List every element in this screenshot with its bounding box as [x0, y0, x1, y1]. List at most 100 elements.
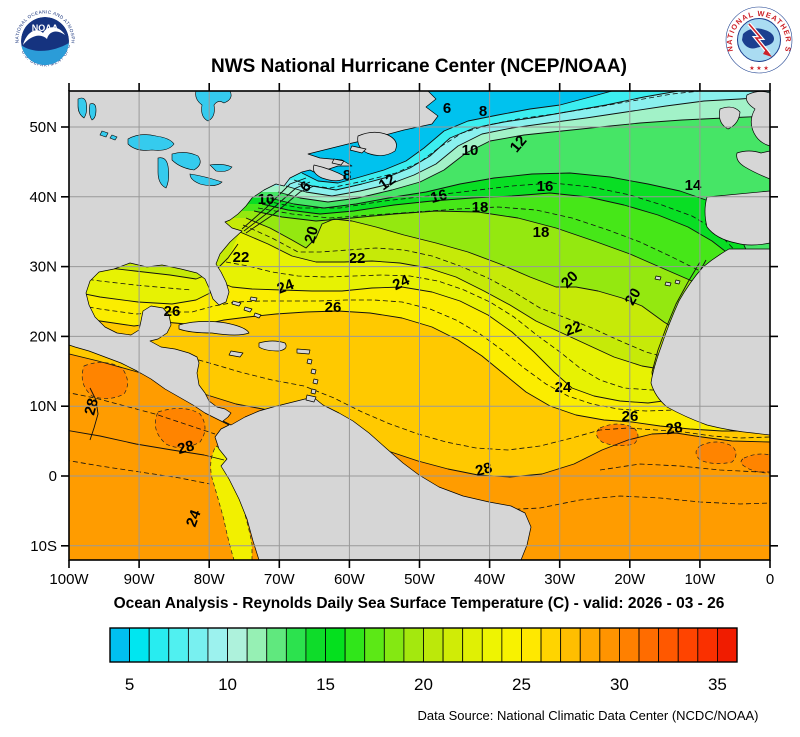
contour-label: 14: [685, 177, 702, 194]
colorbar-segment: [383, 627, 405, 663]
colorbar-segment: [697, 627, 718, 663]
nws-lightning-bolt-icon: [747, 22, 772, 57]
land-jamaica: [228, 350, 244, 358]
colorbar-segment: [677, 627, 699, 663]
land-lesser-antilles: [305, 358, 319, 403]
colorbar-segment: [325, 627, 346, 663]
lat-tick-label: 0: [49, 468, 57, 485]
colorbar-segment: [109, 627, 130, 663]
colorbar-segment: [717, 627, 738, 663]
contour-label: 28: [176, 437, 197, 458]
lon-tick-label: 60W: [334, 571, 366, 588]
colorbar-segment: [599, 627, 620, 663]
contour-label: 24: [390, 271, 413, 294]
colorbar-segment: [521, 627, 542, 663]
contour-label: 24: [275, 276, 297, 298]
land-bahamas: [231, 296, 262, 319]
lon-tick-label: 20W: [614, 571, 646, 588]
colorbar-segment: [540, 627, 562, 663]
colorbar-tick-label: 10: [218, 675, 237, 694]
contour-label: 20: [622, 285, 645, 308]
noaa-seagull-icon: [23, 27, 65, 46]
nws-stars: ★ ★ ★: [749, 65, 768, 72]
colorbar-tick-label: 35: [708, 675, 727, 694]
lat-tick-label: 10N: [29, 398, 57, 415]
page-title: NWS National Hurricane Center (NCEP/NOAA…: [211, 56, 627, 77]
colorbar-segment: [305, 627, 326, 663]
colorbar-segment: [364, 627, 385, 663]
axes: 100W 90W 80W 70W 60W 50W 40W 30W 20W 10W 0 50N 40N 30…: [29, 83, 778, 588]
colorbar-segment: [442, 627, 464, 663]
lon-tick-label: 80W: [194, 571, 226, 588]
contour-label: 24: [183, 507, 205, 529]
contour-label: 26: [325, 299, 342, 316]
lat-tick-label: 50N: [29, 119, 57, 136]
land-nova-scotia: [313, 164, 347, 182]
land-puerto-rico: [296, 348, 311, 355]
contour-label: 22: [349, 250, 366, 267]
contour-label: 12: [376, 171, 399, 194]
land-north-south-america: [69, 91, 532, 560]
lon-tick-label: 30W: [544, 571, 576, 588]
lon-tick-label: 0: [766, 571, 774, 588]
contour-label: 28: [81, 397, 102, 418]
lake-winnipeg-group: [77, 97, 118, 141]
lake-ontario: [209, 164, 233, 172]
lon-tick-label: 50W: [404, 571, 436, 588]
colorbar-tick-label: 30: [610, 675, 629, 694]
colorbar-tick-label: 25: [512, 675, 531, 694]
nws-logo: NATIONAL WEATHER SERVICE ★ ★ ★: [725, 6, 793, 74]
colorbar-segment: [481, 627, 503, 663]
colorbar-segment: [658, 627, 679, 663]
grid-lines: [69, 91, 770, 560]
contour-label: 24: [555, 379, 572, 396]
lon-tick-label: 100W: [49, 571, 89, 588]
colorbar-segment: [148, 627, 170, 663]
land-anticosti: [349, 145, 367, 154]
land-ireland: [719, 106, 741, 130]
land-iberia: [704, 190, 770, 246]
colorbar-segment: [207, 627, 228, 663]
lon-tick-label: 90W: [124, 571, 156, 588]
colorbar-segment: [129, 627, 150, 663]
colorbar-segment: [168, 627, 189, 663]
noaa-logo: NATIONAL OCEANIC AND ATMOSPHERIC ADMINIS…: [12, 8, 78, 74]
lat-tick-label: 40N: [29, 189, 57, 206]
colorbar-segment: [579, 627, 601, 663]
colorbar-segment: [187, 627, 209, 663]
land-africa: [650, 248, 770, 436]
colorbar-segment: [423, 627, 444, 663]
contour-label: 28: [474, 459, 495, 480]
contour-label: 10: [258, 191, 275, 208]
colorbar-tick-label: 15: [316, 675, 335, 694]
subtitle: Ocean Analysis - Reynolds Daily Sea Surf…: [114, 595, 725, 612]
colorbar-tick-label: 5: [125, 675, 134, 694]
contour-label: 6: [443, 100, 451, 117]
colorbar-segment: [501, 627, 522, 663]
hudson-bay: [195, 91, 232, 122]
colorbar: 5 10 15 20 25 30 35: [109, 627, 738, 694]
colorbar-segment: [462, 627, 483, 663]
lake-michigan: [157, 157, 169, 189]
colorbar-segment: [344, 627, 366, 663]
lake-erie: [189, 173, 223, 186]
land-france: [736, 150, 770, 180]
colorbar-tick-label: 20: [414, 675, 433, 694]
contour-label: 8: [343, 167, 351, 184]
lon-tick-label: 70W: [264, 571, 296, 588]
contour-label: 20: [301, 225, 322, 246]
colorbar-segment: [560, 627, 581, 663]
contour-label: 8: [479, 103, 487, 120]
contour-label: 22: [233, 249, 250, 266]
colorbar-segment: [619, 627, 640, 663]
contour-label: 28: [665, 419, 684, 439]
contour-label: 10: [462, 142, 479, 159]
contour-label: 26: [164, 303, 181, 320]
land-canary-islands: [654, 275, 681, 287]
colorbar-segment: [403, 627, 424, 663]
colorbar-segment: [246, 627, 268, 663]
contour-label: 18: [472, 199, 489, 216]
